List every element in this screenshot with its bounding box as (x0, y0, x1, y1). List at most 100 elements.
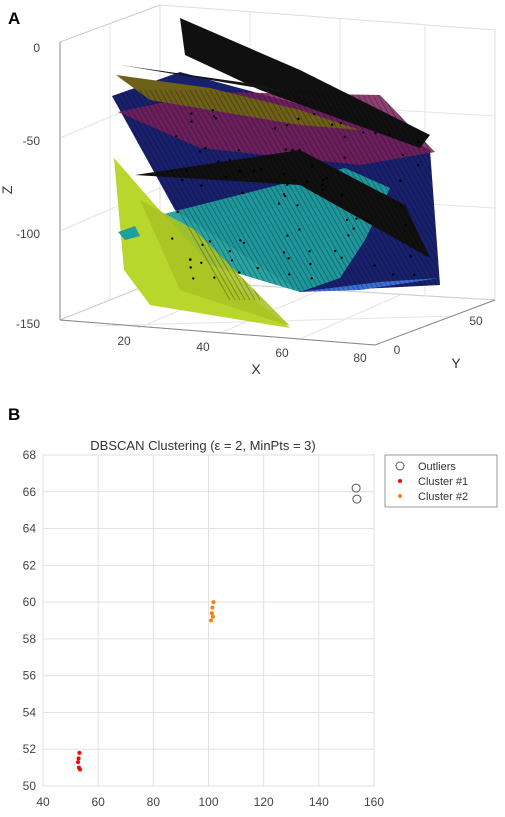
surface-teal-small (118, 226, 140, 240)
hatch-line (134, 89, 256, 301)
z-axis-title: Z (0, 185, 15, 194)
surface-point (374, 132, 377, 135)
hatch-line (319, 89, 440, 301)
hatch-line (309, 89, 431, 301)
hatch-line (194, 89, 316, 301)
hatch-line (114, 89, 236, 301)
surface-point (309, 262, 312, 266)
surface-point (310, 277, 313, 280)
surface-point (306, 180, 309, 183)
surface-point (217, 160, 220, 163)
surface-point (284, 148, 288, 151)
x-tick-labels: 40 60 80 100 120 140 160 (36, 795, 384, 809)
z-tick-1: -50 (23, 134, 41, 148)
surface-point (298, 148, 301, 152)
surface-point (238, 271, 241, 274)
surface-point (366, 219, 369, 223)
surface-point (404, 224, 407, 227)
surface-point (322, 178, 325, 181)
hatch-line (124, 89, 246, 301)
surface-point (311, 165, 314, 168)
hatch-line (112, 89, 231, 301)
surface-point (352, 227, 355, 230)
hatch-line (289, 89, 411, 301)
surface-dark-3 (135, 150, 430, 258)
y-tick-label: 58 (23, 632, 37, 646)
hatch-line (174, 89, 296, 301)
surface-point (308, 250, 311, 253)
surface-point (214, 117, 217, 120)
surface-point (241, 191, 244, 195)
point-cluster-2 (211, 600, 216, 605)
surface-point (228, 159, 232, 162)
surface-point (256, 266, 259, 270)
point-cluster-2 (210, 614, 215, 619)
hatch-line (294, 89, 416, 301)
hatch-line (314, 89, 436, 301)
surface-yellow-green-2 (140, 200, 290, 326)
surface-point (321, 188, 324, 191)
hatch-line (349, 89, 440, 301)
x-tick-label: 120 (254, 795, 274, 809)
hatch-line (129, 89, 251, 301)
surface-point (260, 168, 263, 171)
legend-label-cluster-1: Cluster #1 (418, 476, 468, 488)
x-tick-1: 40 (196, 340, 210, 354)
surface-point (331, 123, 334, 126)
point-cluster-2 (209, 611, 214, 616)
surface-point (286, 234, 289, 237)
hatch-line (344, 89, 440, 301)
hatch-line (369, 89, 440, 301)
surface-point (355, 217, 358, 220)
panel-a-3d-plot: 0 -50 -100 -150 20 40 60 80 0 50 Z X Y (0, 4, 496, 377)
hatch-line (284, 89, 406, 301)
surface-point (171, 237, 174, 240)
z-tick-2: -100 (16, 227, 40, 241)
surface-point (192, 277, 195, 280)
hatch-line (334, 89, 440, 301)
grid-lines (42, 454, 375, 787)
legend-marker-outliers (395, 461, 405, 471)
y-tick-labels: 50 52 54 56 58 60 62 64 66 68 (23, 448, 37, 793)
x-tick-label: 40 (36, 795, 50, 809)
point-cluster-2 (210, 605, 215, 610)
surface-point (239, 239, 242, 242)
surface-point (190, 112, 193, 115)
x-tick-0: 20 (117, 334, 131, 348)
hatch-line (244, 89, 366, 301)
hatch-line (119, 89, 241, 301)
surface-point (340, 256, 343, 259)
hatch-line (189, 89, 311, 301)
surface-point (252, 169, 256, 172)
surface-point (286, 183, 289, 186)
z-tick-3: -150 (16, 317, 40, 331)
z-tick-0: 0 (33, 41, 40, 55)
surface-point (388, 133, 391, 136)
surface-point (285, 124, 289, 127)
hatch-line (279, 89, 401, 301)
hatch-line (169, 89, 291, 301)
hatch-line (239, 89, 361, 301)
x-tick-label: 140 (309, 795, 329, 809)
legend-label-outliers: Outliers (418, 461, 456, 473)
hatch-line (159, 89, 281, 301)
hatch-line (379, 89, 440, 301)
hatch-line (249, 89, 371, 301)
surface-point (392, 273, 395, 276)
hatch-line (324, 89, 440, 301)
panel-b-scatter: DBSCAN Clustering (ε = 2, MinPts = 3) 50… (23, 438, 498, 809)
surface-point (181, 178, 184, 182)
hatch-line (329, 89, 440, 301)
x-tick-2: 60 (275, 346, 289, 360)
x-tick-label: 60 (91, 795, 105, 809)
surface-point (298, 228, 301, 231)
surface-point (170, 170, 173, 173)
surface-point (224, 175, 228, 179)
panel-b-label: B (8, 405, 20, 424)
surface-point (200, 261, 203, 264)
surface-point (201, 243, 204, 246)
hatch-line (259, 89, 381, 301)
legend-marker-cluster-2 (398, 494, 402, 498)
surface-point (333, 249, 337, 253)
surface-point (363, 217, 366, 220)
